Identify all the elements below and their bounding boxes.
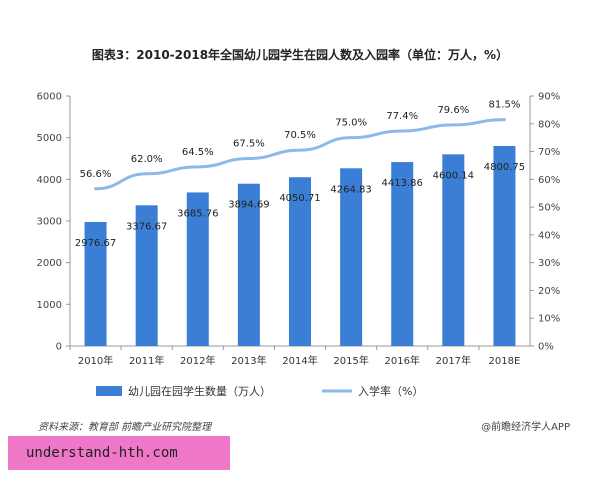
bar-value-label: 3376.67 (126, 221, 167, 232)
x-tick-label: 2013年 (231, 354, 266, 367)
y-right-tick-label: 40% (538, 230, 560, 241)
rate-line (94, 118, 506, 191)
rate-value-label: 75.0% (335, 118, 367, 129)
bar-value-label: 4600.14 (433, 170, 474, 181)
chart-title: 图表3：2010-2018年全国幼儿园学生在园人数及入园率（单位：万人，%） (91, 48, 509, 62)
y-left-tick-label: 4000 (37, 175, 62, 186)
rate-value-label: 79.6% (437, 105, 469, 116)
bar (493, 145, 516, 346)
rate-value-label: 64.5% (182, 147, 214, 158)
y-left-tick-label: 6000 (37, 92, 62, 103)
bar-value-label: 3685.76 (177, 208, 218, 219)
bar (340, 168, 363, 346)
rate-value-label: 81.5% (489, 100, 521, 111)
legend-bar-label: 幼儿园在园学生数量（万人） (128, 384, 271, 398)
x-tick-label: 2012年 (180, 354, 215, 367)
x-tick-label: 2018E (489, 356, 521, 367)
y-right-tick-label: 30% (538, 258, 560, 269)
x-tick-label: 2011年 (129, 354, 164, 367)
bar (442, 154, 465, 346)
bar (391, 162, 414, 346)
legend-bar-swatch (96, 386, 122, 396)
y-right-tick-label: 50% (538, 203, 560, 214)
x-tick-label: 2010年 (78, 354, 113, 367)
bar-value-label: 3894.69 (228, 200, 269, 211)
rate-value-label: 70.5% (284, 130, 316, 141)
bar (186, 192, 209, 346)
y-right-tick-label: 60% (538, 175, 560, 186)
y-left-tick-label: 2000 (37, 258, 62, 269)
y-left-tick-label: 1000 (37, 300, 62, 311)
bar-value-label: 2976.67 (75, 238, 116, 249)
y-right-tick-label: 10% (538, 314, 560, 325)
y-right-tick-label: 0% (538, 342, 554, 353)
bar-value-label: 4800.75 (484, 162, 525, 173)
y-right-tick-label: 70% (538, 147, 560, 158)
y-left-tick-label: 5000 (37, 133, 62, 144)
x-tick-label: 2017年 (436, 354, 471, 367)
bar (237, 183, 260, 346)
bar (135, 205, 158, 346)
y-left-tick-label: 3000 (37, 217, 62, 228)
y-right-tick-label: 20% (538, 286, 560, 297)
x-tick-label: 2014年 (282, 354, 317, 367)
rate-value-label: 77.4% (386, 111, 418, 122)
rate-value-label: 62.0% (131, 154, 163, 165)
y-left-tick-label: 0 (56, 342, 62, 353)
rate-value-label: 67.5% (233, 139, 265, 150)
rate-value-label: 56.6% (80, 169, 112, 180)
bar-value-label: 4413.86 (382, 178, 423, 189)
bar-value-label: 4264.83 (330, 184, 371, 195)
url-banner[interactable]: understand-hth.com (8, 436, 230, 470)
brand-credit: @前瞻经济学人APP (481, 422, 570, 433)
bar (289, 177, 311, 346)
bar-value-label: 4050.71 (279, 193, 320, 204)
x-tick-label: 2015年 (333, 354, 368, 367)
source-note: 资料来源：教育部 前瞻产业研究院整理 (38, 422, 212, 433)
y-right-tick-label: 80% (538, 119, 560, 130)
bar (84, 221, 107, 346)
legend-line-label: 入学率（%） (358, 384, 423, 398)
x-tick-label: 2016年 (384, 354, 419, 367)
y-right-tick-label: 90% (538, 92, 560, 103)
